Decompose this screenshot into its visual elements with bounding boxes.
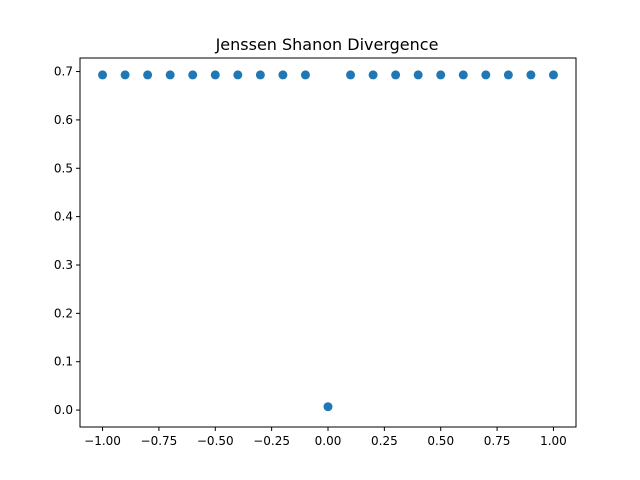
x-tick-label: 1.00: [540, 434, 567, 448]
chart-title: Jenssen Shanon Divergence: [215, 35, 439, 54]
data-point: [368, 70, 378, 80]
y-axis: 0.0 0.1 0.2 0.3 0.4 0.5 0.6 0.7: [54, 65, 80, 417]
data-point: [436, 70, 446, 80]
x-tick-label: 0.75: [484, 434, 511, 448]
y-tick-label: 0.1: [54, 355, 73, 369]
scatter-series: [98, 70, 558, 412]
x-tick-label: −0.25: [253, 434, 290, 448]
x-axis: −1.00 −0.75 −0.50 −0.25 0.00 0.25 0.50 0.75 1.00: [84, 427, 567, 448]
y-tick-label: 0.6: [54, 113, 73, 127]
data-point: [526, 70, 536, 80]
y-tick-label: 0.7: [54, 65, 73, 79]
x-tick-label: −1.00: [84, 434, 121, 448]
data-point: [481, 70, 491, 80]
data-point: [346, 70, 356, 80]
x-tick-label: 0.25: [371, 434, 398, 448]
data-point: [503, 70, 513, 80]
plot-frame: [79, 57, 577, 428]
data-point: [188, 70, 198, 80]
data-point: [300, 70, 310, 80]
y-tick-label: 0.4: [54, 210, 73, 224]
data-point: [210, 70, 220, 80]
y-tick-label: 0.0: [54, 403, 73, 417]
y-tick-label: 0.5: [54, 161, 73, 175]
data-point: [165, 70, 175, 80]
data-point: [255, 70, 265, 80]
x-tick-label: −0.50: [197, 434, 234, 448]
data-point: [143, 70, 153, 80]
data-point: [278, 70, 288, 80]
data-point: [120, 70, 130, 80]
data-point: [323, 402, 333, 412]
x-tick-label: 0.50: [427, 434, 454, 448]
y-tick-label: 0.2: [54, 306, 73, 320]
data-point: [458, 70, 468, 80]
x-tick-label: 0.00: [315, 434, 342, 448]
data-point: [233, 70, 243, 80]
x-tick-label: −0.75: [141, 434, 178, 448]
y-tick-label: 0.3: [54, 258, 73, 272]
data-point: [548, 70, 558, 80]
data-point: [391, 70, 401, 80]
data-point: [98, 70, 108, 80]
data-point: [413, 70, 423, 80]
